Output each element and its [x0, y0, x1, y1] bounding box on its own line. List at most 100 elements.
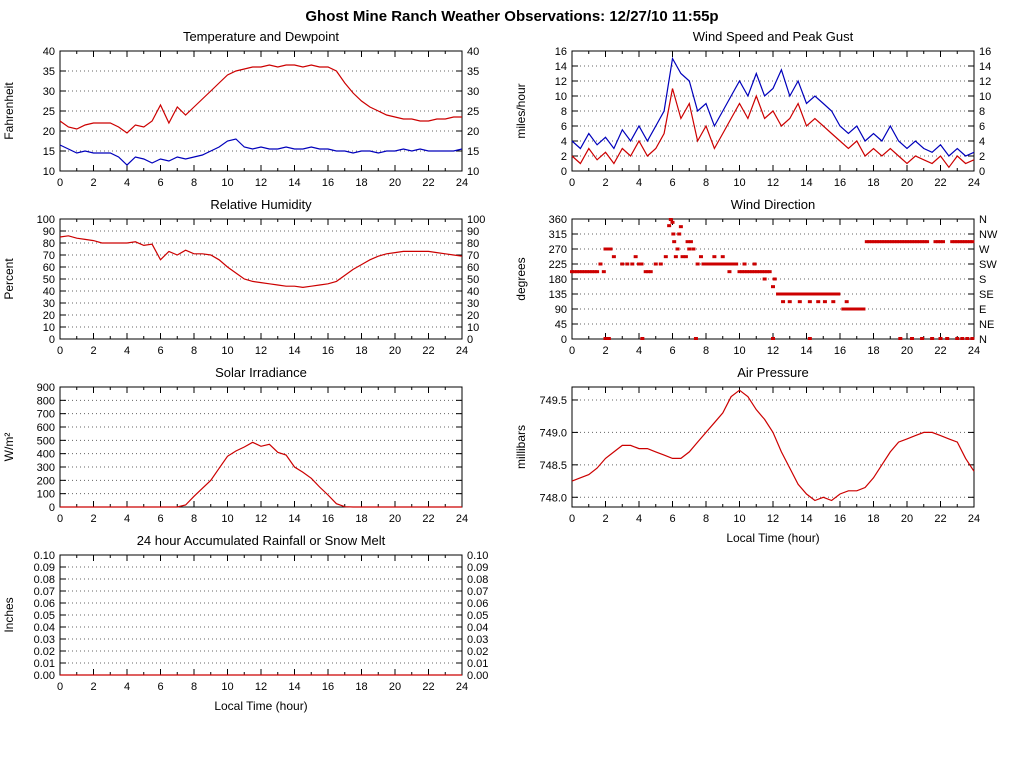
svg-text:40: 40 — [467, 46, 479, 58]
svg-text:0: 0 — [49, 502, 55, 514]
svg-text:20: 20 — [467, 126, 479, 138]
svg-text:Relative Humidity: Relative Humidity — [210, 197, 312, 212]
svg-text:2: 2 — [90, 681, 96, 693]
svg-text:14: 14 — [288, 681, 300, 693]
svg-text:0.00: 0.00 — [34, 670, 55, 682]
svg-text:80: 80 — [43, 238, 55, 250]
svg-text:SW: SW — [979, 259, 997, 271]
chart-solar-irradiance: Solar Irradiance 0 100 200 300 400 500 600 700 80… — [0, 363, 512, 531]
svg-text:4: 4 — [636, 345, 642, 357]
svg-text:8: 8 — [703, 177, 709, 189]
svg-text:6: 6 — [157, 345, 163, 357]
svg-text:6: 6 — [157, 681, 163, 693]
chart-rainfall-snowmelt: 24 hour Accumulated Rainfall or Snow Mel… — [0, 531, 512, 717]
svg-text:50: 50 — [43, 274, 55, 286]
svg-text:10: 10 — [733, 177, 745, 189]
svg-text:6: 6 — [669, 513, 675, 525]
svg-text:0: 0 — [561, 334, 567, 346]
svg-text:12: 12 — [767, 513, 779, 525]
svg-text:W: W — [979, 244, 990, 256]
svg-text:4: 4 — [636, 177, 642, 189]
svg-text:0.08: 0.08 — [34, 574, 55, 586]
svg-text:24: 24 — [456, 681, 468, 693]
svg-text:degrees: degrees — [514, 257, 528, 300]
weather-report-page: Ghost Mine Ranch Weather Observations: 1… — [0, 8, 1024, 717]
svg-text:NW: NW — [979, 229, 998, 241]
svg-text:0: 0 — [49, 334, 55, 346]
svg-text:700: 700 — [37, 409, 55, 421]
svg-text:24: 24 — [456, 345, 468, 357]
svg-text:20: 20 — [389, 177, 401, 189]
svg-text:E: E — [979, 304, 986, 316]
svg-text:24: 24 — [456, 177, 468, 189]
right-column: Wind Speed and Peak Gust 0 0 2 2 4 4 6 6 8 8 10 10 12… — [512, 27, 1024, 717]
svg-text:0.06: 0.06 — [34, 598, 55, 610]
chart-wind-speed-gust: Wind Speed and Peak Gust 0 0 2 2 4 4 6 6 8 8 10 10 12… — [512, 27, 1024, 195]
svg-text:0: 0 — [569, 345, 575, 357]
svg-text:4: 4 — [124, 681, 130, 693]
svg-text:30: 30 — [43, 86, 55, 98]
svg-text:24: 24 — [968, 513, 980, 525]
svg-text:40: 40 — [467, 286, 479, 298]
svg-text:800: 800 — [37, 395, 55, 407]
svg-text:90: 90 — [467, 226, 479, 238]
svg-text:NE: NE — [979, 319, 994, 331]
svg-text:25: 25 — [467, 106, 479, 118]
svg-text:0.10: 0.10 — [467, 550, 488, 562]
svg-text:Inches: Inches — [2, 597, 16, 632]
svg-text:15: 15 — [467, 146, 479, 158]
svg-text:16: 16 — [834, 513, 846, 525]
svg-text:miles/hour: miles/hour — [514, 83, 528, 138]
svg-text:12: 12 — [555, 76, 567, 88]
svg-text:35: 35 — [43, 66, 55, 78]
svg-text:0: 0 — [57, 513, 63, 525]
svg-text:10: 10 — [43, 322, 55, 334]
svg-text:24: 24 — [456, 513, 468, 525]
svg-text:25: 25 — [43, 106, 55, 118]
svg-text:12: 12 — [255, 681, 267, 693]
svg-text:Percent: Percent — [2, 258, 16, 300]
svg-text:20: 20 — [389, 513, 401, 525]
svg-text:15: 15 — [43, 146, 55, 158]
svg-text:20: 20 — [901, 177, 913, 189]
chart-temperature-dewpoint: Temperature and Dewpoint 10 10 15 15 20 20 25 25… — [0, 27, 512, 195]
svg-text:0.04: 0.04 — [467, 622, 488, 634]
svg-text:18: 18 — [355, 177, 367, 189]
svg-text:12: 12 — [767, 177, 779, 189]
svg-text:8: 8 — [191, 681, 197, 693]
svg-text:24: 24 — [968, 345, 980, 357]
svg-text:Air Pressure: Air Pressure — [737, 365, 809, 380]
svg-text:Solar Irradiance: Solar Irradiance — [215, 365, 307, 380]
svg-text:360: 360 — [549, 214, 567, 226]
svg-text:90: 90 — [555, 304, 567, 316]
svg-text:30: 30 — [467, 298, 479, 310]
svg-text:0.07: 0.07 — [34, 586, 55, 598]
svg-text:20: 20 — [901, 345, 913, 357]
svg-text:2: 2 — [561, 151, 567, 163]
svg-text:S: S — [979, 274, 986, 286]
svg-text:6: 6 — [669, 177, 675, 189]
page-title: Ghost Mine Ranch Weather Observations: 1… — [305, 8, 719, 25]
svg-text:10: 10 — [555, 91, 567, 103]
svg-text:18: 18 — [355, 345, 367, 357]
chart-air-pressure: Air Pressure 748.0 748.5 749.0 749.5 0 2 4 6 8 10 1… — [512, 363, 1024, 549]
svg-text:12: 12 — [979, 76, 991, 88]
svg-text:270: 270 — [549, 244, 567, 256]
svg-text:SE: SE — [979, 289, 994, 301]
svg-text:35: 35 — [467, 66, 479, 78]
svg-text:20: 20 — [389, 345, 401, 357]
svg-text:2: 2 — [90, 345, 96, 357]
svg-text:0: 0 — [57, 177, 63, 189]
svg-text:0.09: 0.09 — [34, 562, 55, 574]
svg-text:22: 22 — [422, 177, 434, 189]
svg-text:0: 0 — [467, 334, 473, 346]
svg-text:14: 14 — [288, 177, 300, 189]
svg-text:2: 2 — [90, 177, 96, 189]
svg-text:8: 8 — [191, 345, 197, 357]
svg-text:4: 4 — [561, 136, 567, 148]
svg-text:900: 900 — [37, 382, 55, 394]
svg-text:0: 0 — [561, 166, 567, 178]
svg-text:18: 18 — [867, 177, 879, 189]
svg-text:500: 500 — [37, 435, 55, 447]
